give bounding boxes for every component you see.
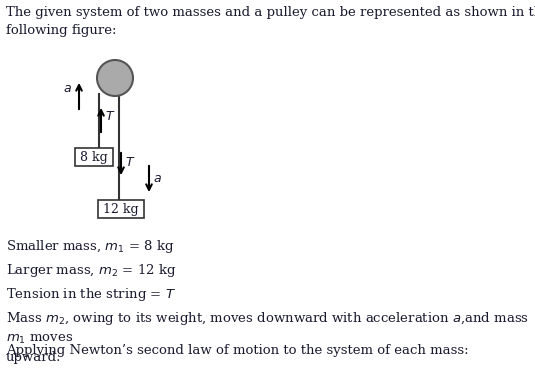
Text: The given system of two masses and a pulley can be represented as shown in the
f: The given system of two masses and a pul…	[6, 6, 535, 37]
Text: $T$: $T$	[125, 157, 135, 169]
Text: Tension in the string = $T$: Tension in the string = $T$	[6, 286, 176, 303]
Text: $a$: $a$	[63, 81, 72, 94]
Text: $a$: $a$	[153, 172, 162, 185]
Text: Applying Newton’s second law of motion to the system of each mass:: Applying Newton’s second law of motion t…	[6, 344, 469, 357]
Text: Smaller mass, $m_1$ = 8 kg: Smaller mass, $m_1$ = 8 kg	[6, 238, 174, 255]
Text: Larger mass, $m_2$ = 12 kg: Larger mass, $m_2$ = 12 kg	[6, 262, 177, 279]
Text: 8 kg: 8 kg	[80, 151, 108, 164]
Circle shape	[97, 60, 133, 96]
Text: 12 kg: 12 kg	[103, 202, 139, 215]
FancyBboxPatch shape	[75, 148, 113, 166]
Text: $T$: $T$	[105, 110, 116, 122]
Text: Mass $m_2$, owing to its weight, moves downward with acceleration $a$,and mass $: Mass $m_2$, owing to its weight, moves d…	[6, 310, 529, 364]
FancyBboxPatch shape	[98, 200, 144, 218]
